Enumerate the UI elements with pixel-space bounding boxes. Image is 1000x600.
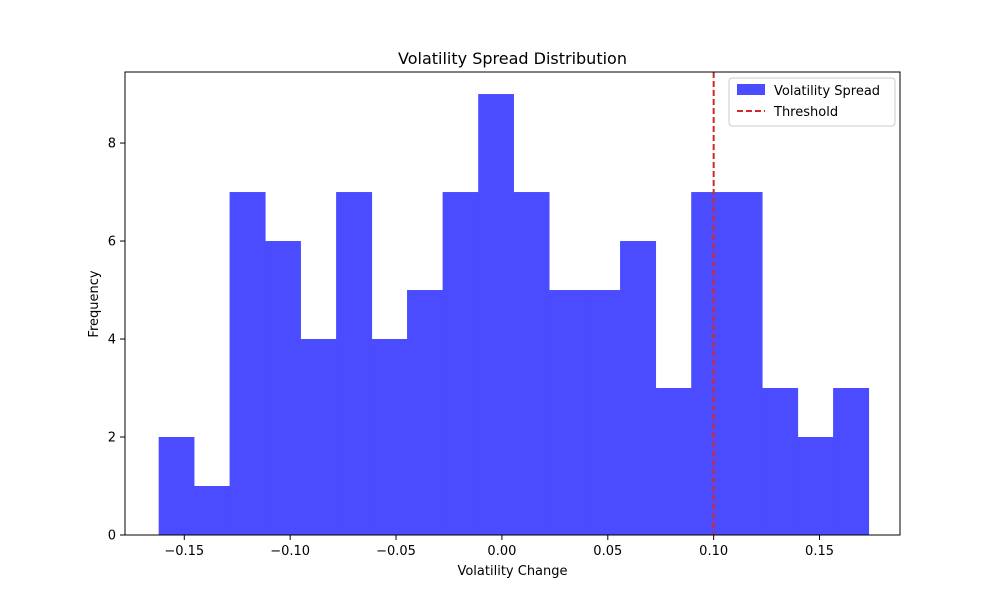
- x-tick-label-4: 0.05: [593, 544, 622, 559]
- x-tick-label-3: 0.00: [487, 544, 516, 559]
- chart-title: Volatility Spread Distribution: [398, 49, 627, 68]
- bar-15: [691, 192, 727, 536]
- bar-8: [442, 192, 479, 536]
- bar-6: [371, 339, 408, 535]
- y-tick-label-1: 2: [108, 431, 116, 446]
- x-axis-label: Volatility Change: [457, 564, 567, 579]
- bar-19: [833, 388, 870, 535]
- bar-10: [513, 192, 550, 536]
- legend-swatch-volatility-spread: [737, 84, 765, 95]
- x-tick-label-6: 0.15: [805, 544, 834, 559]
- axes-group: −0.15 −0.10 −0.05 0.00 0.05 0.10 0.15 0 2 4 6 8: [108, 71, 901, 559]
- bar-0: [158, 437, 195, 535]
- x-tick-label-1: −0.10: [270, 544, 310, 559]
- y-tick-label-2: 4: [108, 333, 116, 348]
- bar-17: [762, 388, 799, 535]
- bar-18: [797, 437, 834, 535]
- bars-group: [158, 94, 870, 536]
- legend-frame: [728, 77, 896, 127]
- bar-16: [726, 192, 763, 536]
- legend-label-volatility-spread: Volatility Spread: [774, 84, 880, 99]
- bar-12: [584, 290, 621, 535]
- legend: Volatility Spread Threshold: [728, 77, 896, 127]
- bar-13: [620, 241, 657, 535]
- y-tick-label-4: 8: [108, 137, 116, 152]
- plot-frame: [124, 71, 901, 536]
- legend-label-threshold: Threshold: [773, 105, 838, 120]
- bar-11: [549, 290, 586, 535]
- bar-5: [336, 192, 373, 536]
- bar-9: [478, 94, 514, 536]
- y-axis-label: Frequency: [87, 270, 102, 337]
- x-tick-label-5: 0.10: [699, 544, 728, 559]
- y-tick-label-0: 0: [108, 529, 116, 544]
- bar-7: [407, 290, 444, 535]
- bar-1: [194, 486, 230, 535]
- x-tick-label-2: −0.05: [376, 544, 416, 559]
- bar-4: [300, 339, 337, 535]
- bar-14: [655, 388, 692, 535]
- y-tick-label-3: 6: [108, 235, 116, 250]
- x-tick-label-0: −0.15: [164, 544, 204, 559]
- bar-2: [229, 192, 266, 536]
- bar-3: [265, 241, 301, 535]
